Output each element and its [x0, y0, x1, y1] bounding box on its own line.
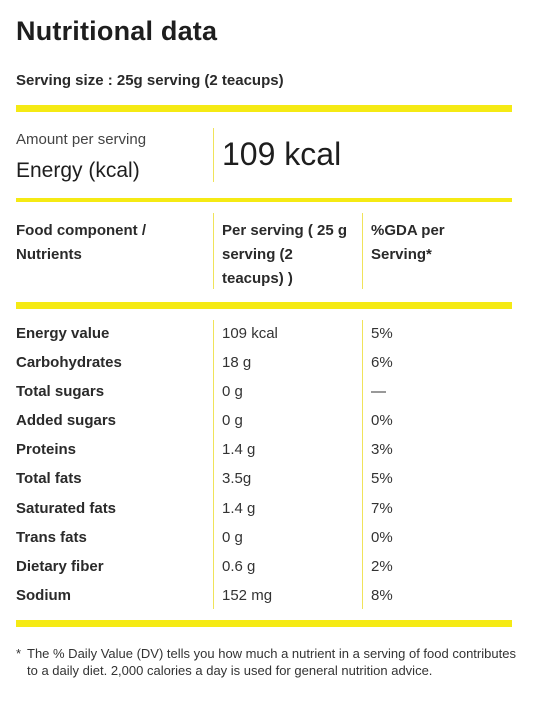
nutrient-name: Trans fats	[16, 528, 87, 546]
divider-bar	[16, 620, 512, 627]
nutrient-gda: 0%	[371, 528, 393, 546]
footnote-text: The % Daily Value (DV) tells you how muc…	[27, 646, 516, 678]
nutrient-gda: 0%	[371, 412, 393, 430]
page-title: Nutritional data	[16, 16, 218, 46]
nutrient-name: Carbohydrates	[16, 354, 122, 372]
column-divider	[362, 320, 363, 609]
header-nutrient: Food component / Nutrients	[16, 222, 146, 263]
nutrient-gda: 7%	[371, 499, 393, 517]
nutrient-gda: —	[371, 383, 386, 401]
table-row: Saturated fats 1.4 g 7%	[16, 494, 512, 523]
nutrient-gda: 8%	[371, 586, 393, 604]
nutrient-name: Saturated fats	[16, 499, 117, 517]
table-row: Dietary fiber 0.6 g 2%	[16, 552, 512, 581]
nutrient-name: Total fats	[16, 470, 82, 488]
nutrient-name: Energy value	[16, 325, 110, 342]
header-gda: %GDA per Serving*	[371, 222, 445, 263]
column-divider	[362, 213, 363, 289]
table-row: Added sugars 0 g 0%	[16, 406, 512, 435]
nutrient-value: 18 g	[222, 354, 252, 372]
nutrient-value: 109 kcal	[222, 325, 278, 342]
nutrient-gda: 5%	[371, 325, 393, 342]
nutrient-gda: 6%	[371, 354, 393, 372]
nutrient-gda: 2%	[371, 557, 393, 575]
serving-size: Serving size : 25g serving (2 teacups)	[16, 72, 284, 89]
energy-kcal-label: Energy (kcal)	[16, 159, 140, 182]
column-divider	[213, 128, 214, 182]
nutrient-value: 1.4 g	[222, 499, 256, 517]
column-divider	[213, 213, 214, 289]
nutrient-value: 1.4 g	[222, 441, 256, 459]
nutrient-value: 0.6 g	[222, 557, 256, 575]
nutrient-name: Total sugars	[16, 383, 105, 401]
divider-bar	[16, 198, 512, 202]
nutrient-value: 3.5g	[222, 470, 252, 488]
nutrient-value: 0 g	[222, 412, 243, 430]
nutrient-name: Dietary fiber	[16, 557, 104, 575]
nutrient-name: Added sugars	[16, 412, 117, 430]
divider-bar	[16, 105, 512, 112]
nutrient-name: Proteins	[16, 441, 77, 459]
nutrient-gda: 5%	[371, 470, 393, 488]
nutrient-value: 0 g	[222, 528, 243, 546]
nutrient-value: 152 mg	[222, 586, 273, 604]
nutrient-value: 0 g	[222, 383, 243, 401]
energy-value: 109 kcal	[222, 136, 342, 172]
footnote: * The % Daily Value (DV) tells you how m…	[16, 645, 516, 679]
table-row: Energy value 109 kcal 5%	[16, 319, 512, 348]
divider-bar	[16, 302, 512, 309]
table-row: Total fats 3.5g 5%	[16, 464, 512, 493]
table-row: Carbohydrates 18 g 6%	[16, 348, 512, 377]
nutrient-name: Sodium	[16, 586, 71, 604]
table-row: Sodium 152 mg 8%	[16, 581, 512, 610]
table-row: Proteins 1.4 g 3%	[16, 435, 512, 464]
table-row: Trans fats 0 g 0%	[16, 523, 512, 552]
nutrient-gda: 3%	[371, 441, 393, 459]
nutrient-table: Energy value 109 kcal 5% Carbohydrates 1…	[16, 319, 512, 610]
footnote-marker: *	[16, 646, 22, 661]
header-per-serving: Per serving ( 25 g serving (2 teacups) )	[222, 222, 348, 287]
table-row: Total sugars 0 g —	[16, 377, 512, 406]
column-divider	[213, 320, 214, 609]
amount-per-serving-label: Amount per serving	[16, 131, 147, 148]
